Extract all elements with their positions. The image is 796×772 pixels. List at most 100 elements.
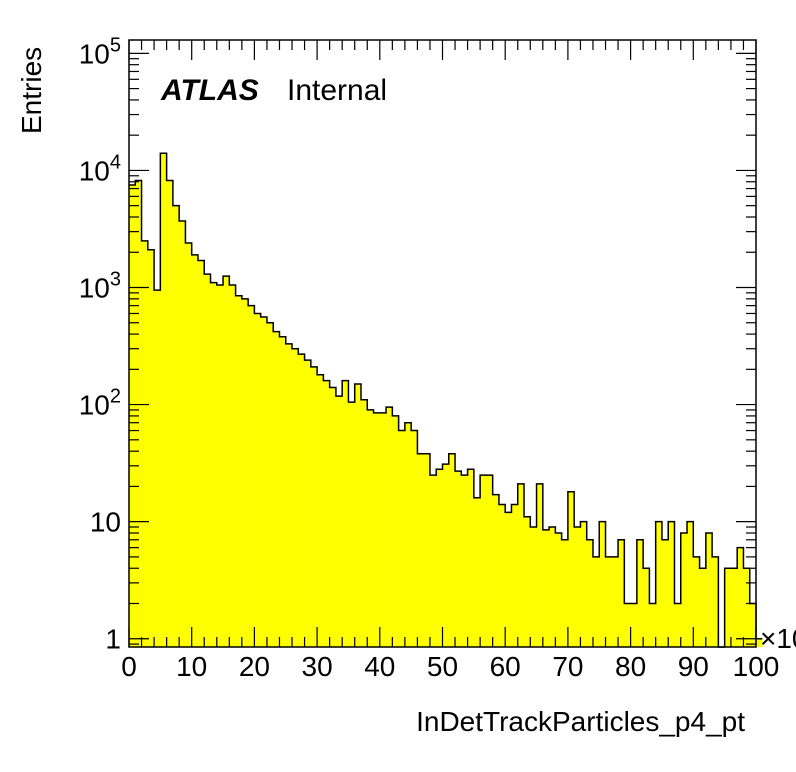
histogram-bar — [693, 556, 700, 647]
histogram-bar — [335, 396, 343, 647]
histogram-bar — [266, 322, 274, 647]
x-axis-title: InDetTrackParticles_p4_pt — [416, 706, 745, 737]
histogram-bar — [668, 521, 675, 647]
histogram-bar — [229, 285, 236, 647]
histogram-bar — [498, 504, 506, 647]
x-tick-label: 90 — [678, 651, 709, 682]
histogram-bar — [486, 475, 493, 647]
histogram-bar — [743, 568, 751, 647]
histogram-bar — [580, 521, 588, 647]
histogram-bar — [561, 539, 569, 647]
x-tick-label: 100 — [733, 651, 780, 682]
x-tick-label: 70 — [552, 651, 583, 682]
histogram-bar — [411, 430, 418, 647]
y-tick-label: 104 — [79, 151, 121, 186]
y-tick-label: 1 — [105, 624, 121, 655]
axis-ticks — [128, 40, 757, 647]
x-tick-label: 40 — [364, 651, 395, 682]
x-tick-labels: 0 10 20 30 40 50 60 70 80 90 100 — [121, 651, 779, 682]
histogram-bar — [197, 260, 205, 647]
histogram-bar — [135, 180, 142, 648]
histogram-bar — [386, 407, 393, 647]
histogram-bar — [417, 453, 424, 647]
histogram-bar — [473, 497, 481, 647]
histogram-bar — [279, 336, 287, 647]
histogram-bar — [705, 533, 713, 647]
x-tick-label: 10 — [176, 651, 207, 682]
histogram-bar — [611, 556, 619, 647]
histogram-bar — [542, 529, 550, 647]
histogram-bins — [129, 153, 763, 648]
histogram-bar — [429, 475, 437, 647]
histogram-bar — [630, 603, 638, 647]
histogram-bar — [480, 475, 487, 647]
histogram-bar — [442, 464, 450, 647]
histogram-outline — [129, 152, 763, 648]
histogram-bar — [179, 220, 186, 648]
histogram-bar — [285, 343, 293, 647]
histogram-bar — [254, 313, 261, 647]
histogram-bar — [655, 521, 663, 647]
histogram-bar — [172, 205, 180, 648]
histogram-bar — [448, 453, 456, 647]
histogram-bar — [310, 366, 318, 647]
histogram-bar — [404, 422, 412, 647]
histogram-bar — [323, 380, 330, 647]
x-tick-label: 80 — [615, 651, 646, 682]
histogram-bar — [210, 282, 218, 647]
y-axis-title: Entries — [16, 47, 47, 134]
x-tick-label: 20 — [239, 651, 270, 682]
histogram-bar — [436, 469, 443, 647]
histogram-bar — [166, 180, 174, 648]
histogram-bar — [687, 521, 694, 647]
histogram-bar — [348, 402, 356, 647]
histogram-bar — [636, 539, 644, 647]
histogram-bar — [605, 556, 613, 647]
y-tick-label: 10 — [90, 507, 121, 538]
histogram-bar — [649, 603, 656, 647]
histogram-bar — [517, 483, 525, 647]
histogram-bar — [354, 383, 362, 647]
histogram-bar — [147, 249, 155, 648]
histogram-bar — [737, 547, 744, 647]
histogram-bar — [730, 568, 738, 647]
histogram-bar — [461, 475, 468, 647]
histogram-bar — [574, 527, 581, 647]
histogram-bar — [292, 348, 299, 647]
histogram-bar — [235, 295, 243, 647]
histogram-bar — [455, 471, 462, 647]
y-tick-label: 102 — [79, 386, 121, 421]
histogram-bar — [467, 469, 475, 647]
histogram-bar — [749, 603, 757, 647]
histogram-bar — [185, 242, 192, 647]
histogram-bar — [643, 568, 650, 647]
x-tick-label: 50 — [427, 651, 458, 682]
histogram-bar — [618, 539, 625, 647]
histogram-bar — [530, 527, 537, 647]
histogram-bar — [160, 153, 167, 648]
histogram-bar — [317, 374, 324, 647]
histogram-bar — [505, 512, 512, 647]
x-tick-label: 60 — [490, 651, 521, 682]
histogram-bar — [373, 412, 381, 647]
histogram-bar — [492, 494, 500, 647]
histogram-bar — [680, 533, 688, 647]
histogram-bar — [567, 491, 575, 647]
histogram-bar — [298, 354, 305, 647]
histogram-bar — [524, 516, 531, 647]
histogram-bar — [756, 638, 763, 647]
histogram-bar — [712, 556, 719, 647]
y-tick-label: 105 — [79, 34, 121, 69]
y-tick-label: 103 — [79, 268, 121, 303]
histogram-bar — [241, 298, 249, 647]
histogram-bar — [191, 254, 199, 648]
histogram-bar — [536, 483, 544, 647]
histogram-bar — [699, 568, 707, 647]
histogram-bar — [304, 360, 312, 647]
histogram-bar — [154, 290, 161, 647]
x-multiplier-label: ×10 — [760, 623, 796, 654]
histogram-bar — [661, 539, 669, 647]
histogram-bar — [248, 305, 255, 647]
histogram-bar — [724, 568, 732, 647]
